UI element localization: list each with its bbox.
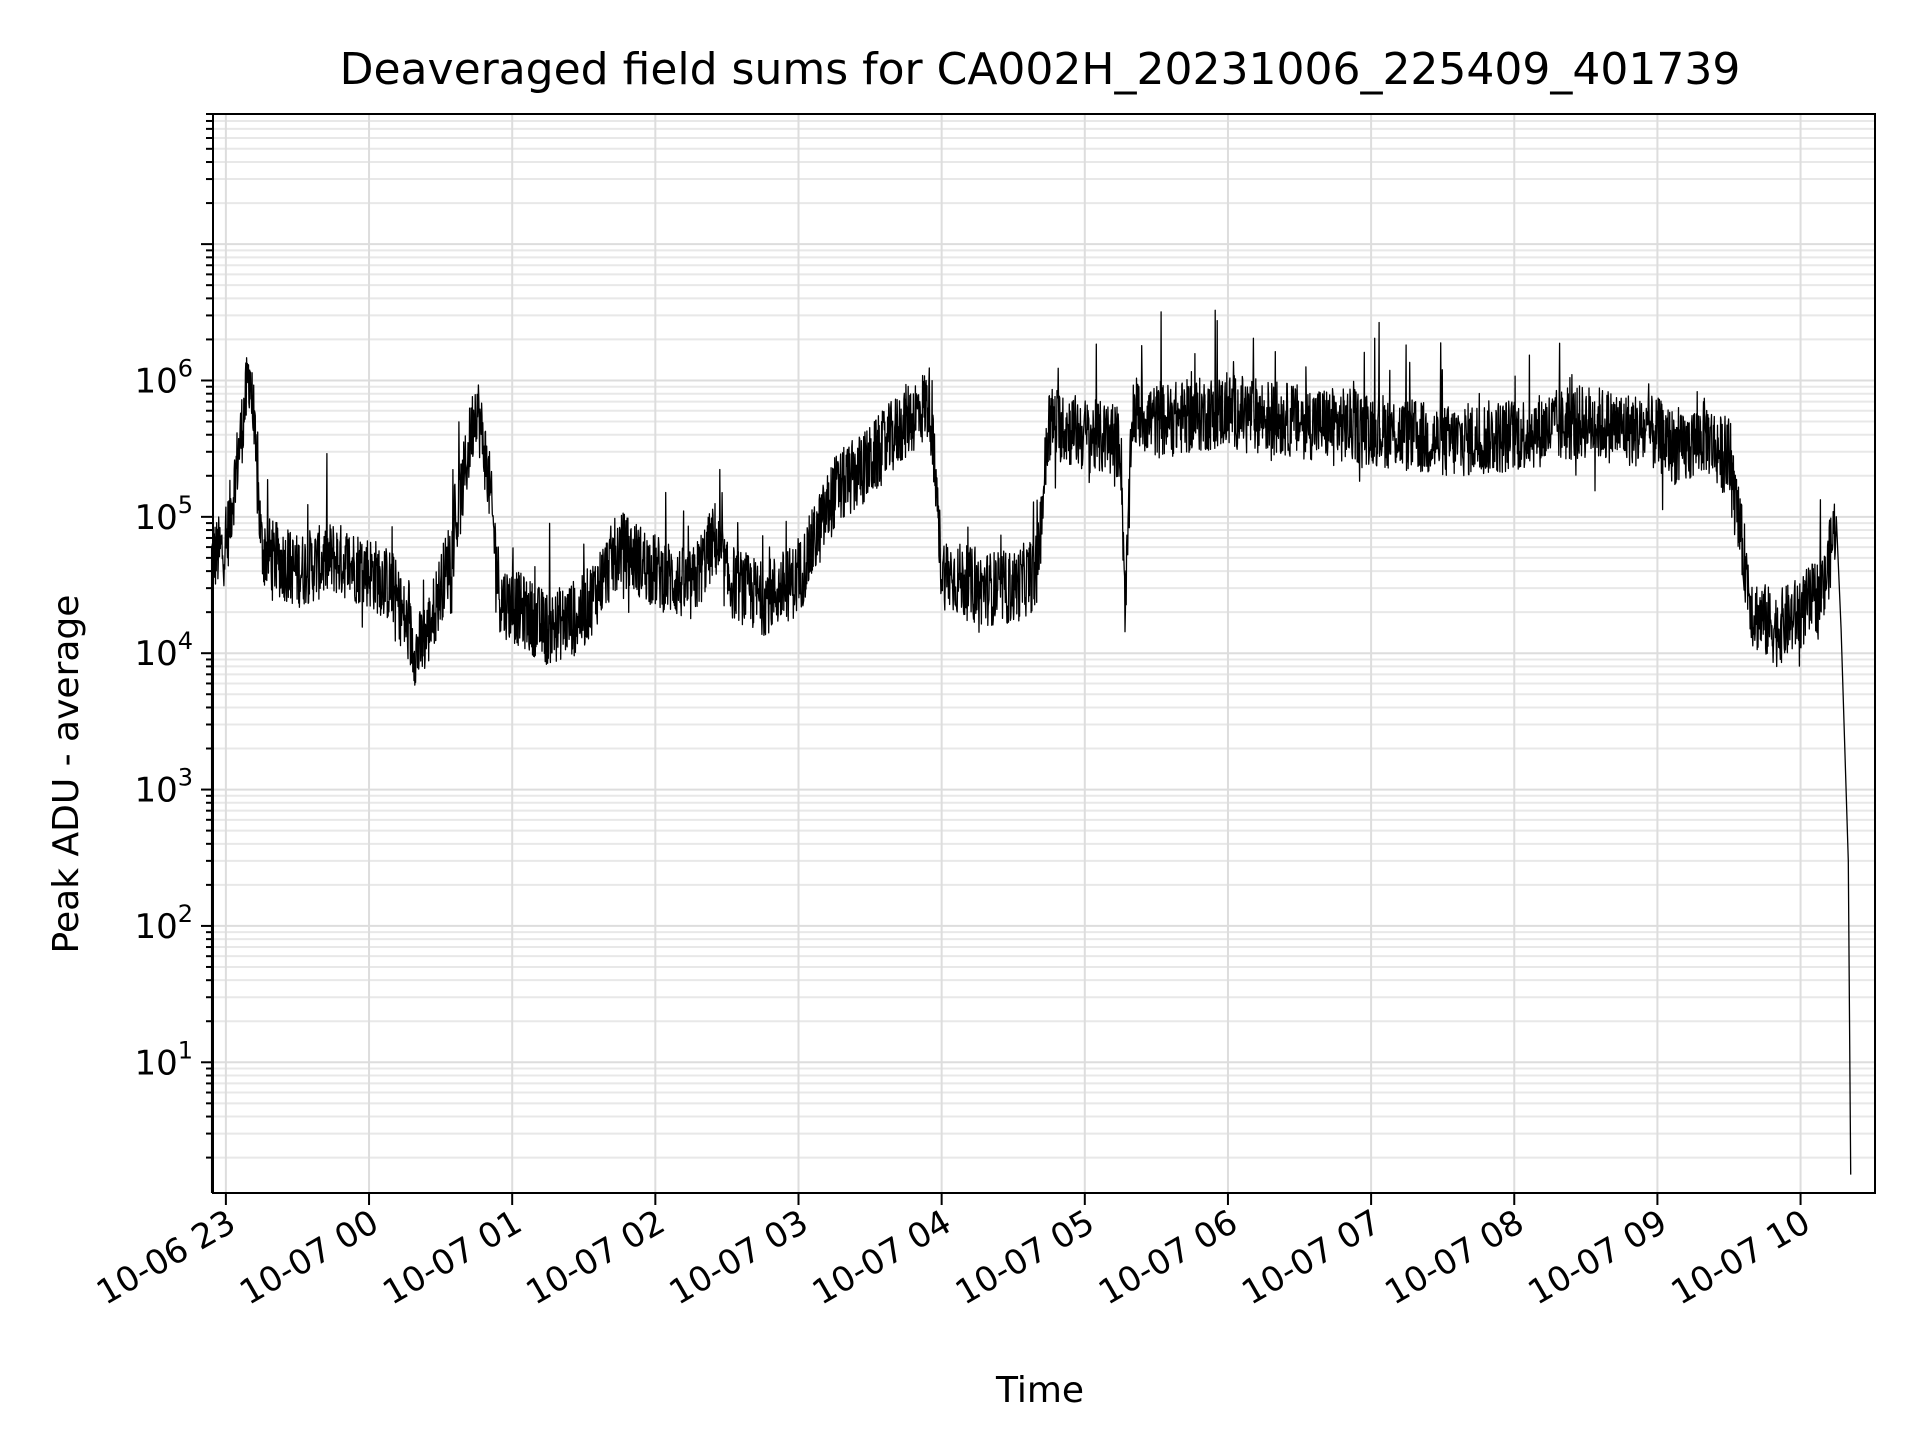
x-tick-label: 10-07 03 [663, 1202, 815, 1313]
y-axis-label: Peak ADU - average [46, 595, 87, 954]
y-tick-label: 101 [134, 1036, 193, 1083]
y-tick-label: 104 [134, 627, 193, 674]
x-tick-label: 10-07 04 [806, 1202, 958, 1313]
y-tick-label: 102 [134, 900, 193, 947]
x-tick-label: 10-07 09 [1522, 1202, 1674, 1313]
y-tick-label: 106 [134, 354, 193, 401]
x-tick-label: 10-07 01 [376, 1202, 528, 1313]
x-tick-label: 10-06 23 [90, 1202, 242, 1313]
x-tick-label: 10-07 06 [1092, 1202, 1244, 1313]
y-tick-label: 105 [134, 491, 193, 538]
y-tick-label: 103 [134, 764, 193, 811]
x-tick-label: 10-07 02 [519, 1202, 671, 1313]
x-tick-label: 10-07 08 [1378, 1202, 1530, 1313]
series-layer [210, 309, 1852, 1193]
series-line [210, 309, 1852, 1193]
x-tick-label: 10-07 10 [1665, 1202, 1817, 1313]
grid-layer [213, 113, 1875, 1193]
x-axis-label: Time [995, 1370, 1084, 1411]
x-tick-label: 10-07 00 [233, 1202, 385, 1313]
chart-title: Deaveraged field sums for CA002H_2023100… [340, 44, 1741, 95]
x-tick-label: 10-07 05 [949, 1202, 1101, 1313]
x-tick-label: 10-07 07 [1235, 1202, 1387, 1313]
